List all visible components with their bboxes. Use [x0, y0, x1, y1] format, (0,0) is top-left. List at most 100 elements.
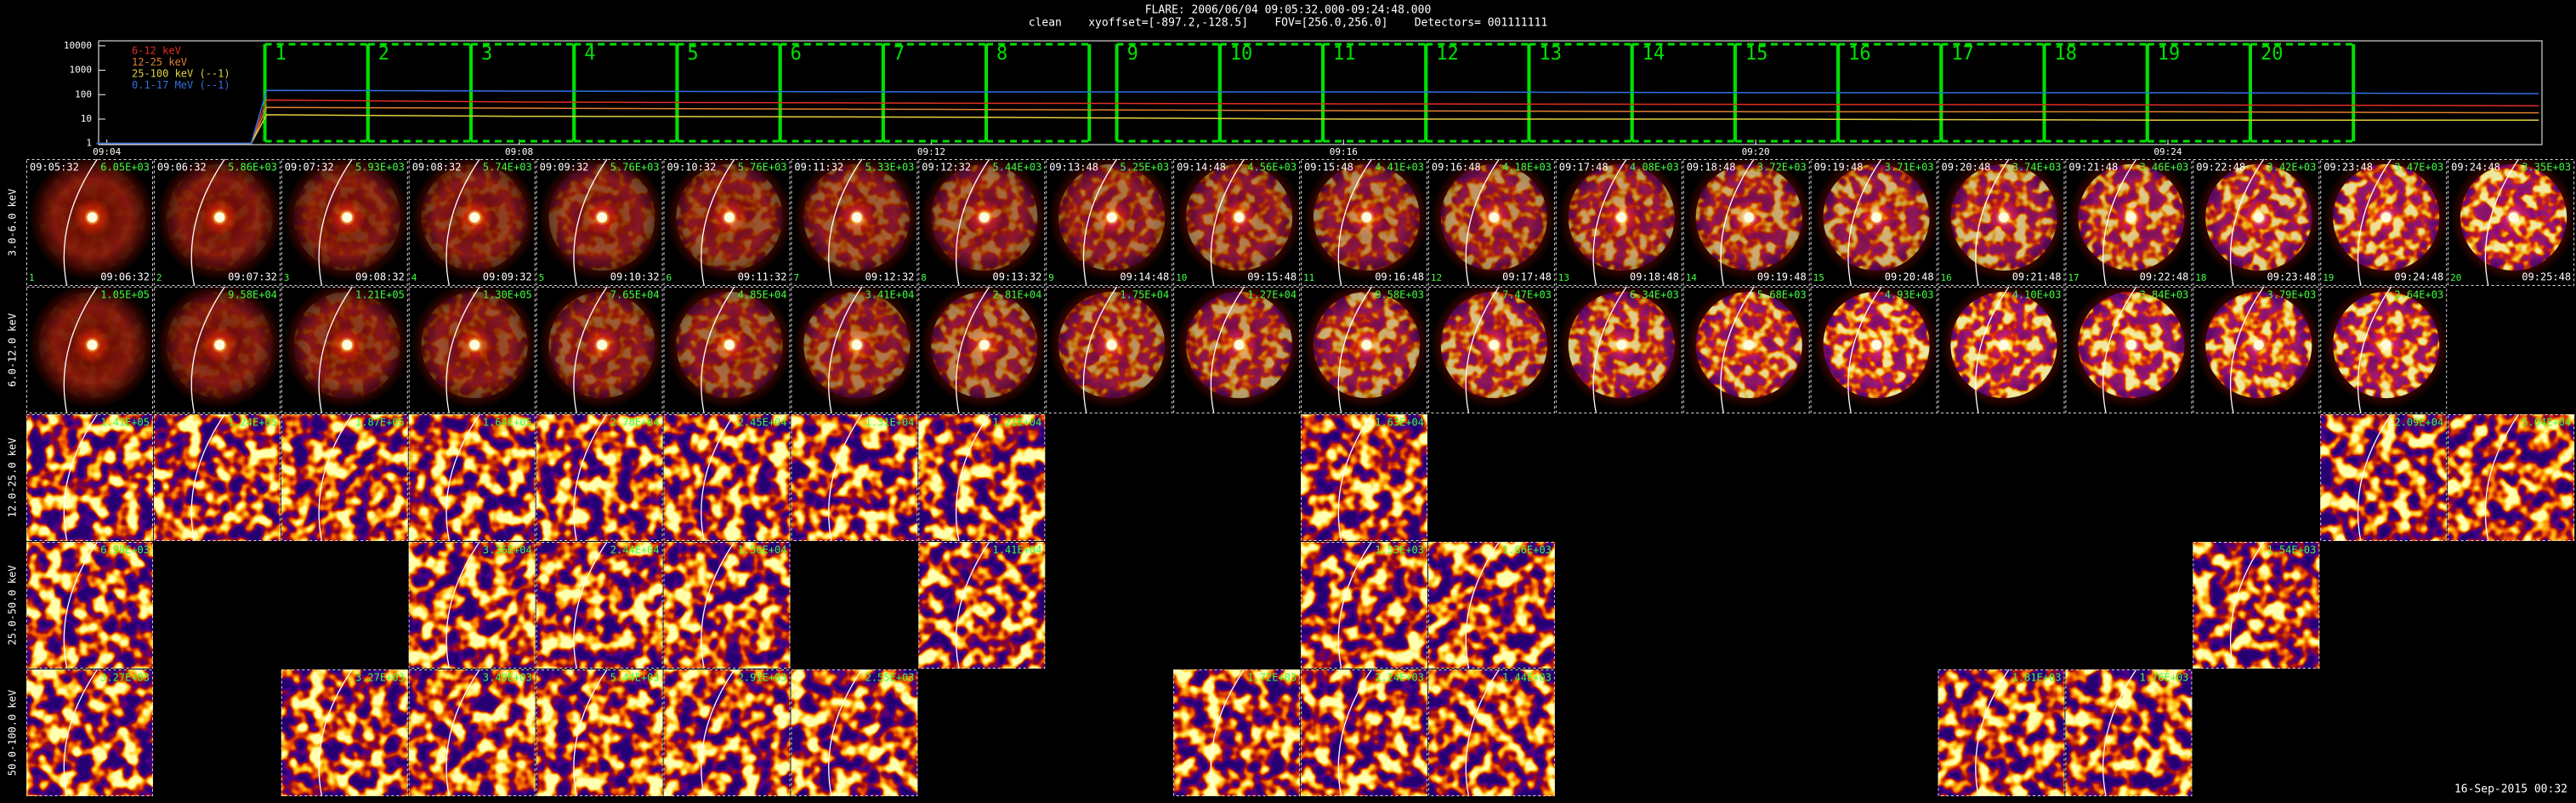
end-time: 09:06:32 [100, 271, 150, 283]
interval-index: 14 [1686, 272, 1698, 283]
interval-label: 4 [584, 43, 595, 65]
limb [573, 413, 608, 542]
limb [701, 158, 735, 287]
thumbnail-border [663, 669, 791, 796]
legend-entry: 12-25 keV [132, 56, 187, 68]
peak-value: 2.45E+04 [738, 417, 787, 429]
peak-value: 4.18E+03 [1502, 162, 1552, 174]
source-core [87, 339, 98, 350]
thumbnail-border [918, 159, 1046, 286]
source-image [536, 669, 663, 796]
peak-value: 4.56E+03 [1247, 162, 1297, 174]
limb [701, 541, 735, 669]
limb [1592, 158, 1627, 287]
start-time: 09:10:32 [667, 162, 717, 174]
thumbnail-border [1301, 159, 1427, 286]
interval-index: 11 [1303, 272, 1314, 283]
peak-value: 5.86E+03 [228, 162, 277, 174]
thumbnail-border [1427, 669, 1555, 796]
thumbnail-border [26, 159, 153, 286]
start-time: 09:13:48 [1049, 162, 1098, 174]
source-image [918, 542, 1046, 669]
thumbnail: 3.27E+03 [281, 669, 408, 797]
thumbnail: 5.44E+03 09:12:32 09:13:32 8 [918, 158, 1046, 287]
thumbnail: 1.53E+03 [1301, 541, 1427, 669]
thumbnail-border [2193, 287, 2320, 413]
source-image [2448, 414, 2575, 541]
thumbnail-border [536, 414, 663, 541]
source-core [723, 212, 735, 223]
thumbnail: 1.56E+04 [663, 541, 791, 669]
limb [2484, 158, 2520, 287]
limb [63, 286, 98, 414]
thumbnail: 2.24E+03 [1301, 669, 1427, 797]
limb [701, 413, 735, 542]
thumbnail-border [1938, 159, 2065, 286]
thumbnail: 3.35E+03 09:24:48 09:25:48 20 [2448, 158, 2575, 287]
peak-value: 7.65E+04 [610, 289, 660, 301]
end-time: 09:11:32 [738, 271, 787, 283]
start-time: 09:21:48 [2068, 162, 2118, 174]
peak-value: 3.27E+03 [100, 672, 150, 684]
y-tick-label: 10 [81, 113, 92, 124]
limb [1210, 286, 1245, 414]
thumbnail: 2.64E+03 [2320, 286, 2448, 414]
peak-value: 5.76E+03 [738, 162, 787, 174]
source-core [851, 212, 862, 223]
thumbnail-border [663, 542, 791, 669]
limb [445, 541, 480, 669]
peak-value: 1.54E+03 [2267, 544, 2317, 556]
y-tick-label: 1000 [70, 65, 93, 76]
thumbnail: 1.66E+03 [1427, 541, 1555, 669]
end-time: 09:22:48 [2140, 271, 2189, 283]
thumbnail: 3.47E+03 09:23:48 09:24:48 19 [2320, 158, 2448, 287]
limb [2102, 286, 2137, 414]
source-core [469, 212, 480, 223]
thumbnail-border [1301, 287, 1427, 413]
limb [63, 669, 98, 797]
lightcurve [96, 89, 2539, 145]
peak-value: 7.47E+03 [1502, 289, 1552, 301]
thumbnail: 3.72E+03 09:18:48 09:19:48 14 [1682, 158, 1810, 287]
source-core [1489, 212, 1500, 223]
peak-value: 5.76E+03 [610, 162, 660, 174]
peak-value: 1.21E+05 [355, 289, 405, 301]
thumbnail-border [1938, 669, 2065, 796]
x-tick-label: 09:24 [2153, 146, 2182, 157]
thumbnail-border [1555, 159, 1682, 286]
thumbnail-border [918, 542, 1046, 669]
source-core [1616, 339, 1627, 350]
thumbnail-border [1301, 669, 1427, 796]
thumbnail: 4.41E+03 09:15:48 09:16:48 11 [1301, 158, 1427, 287]
interval-label: 19 [2158, 43, 2181, 65]
thumbnail: 1.27E+04 [1173, 286, 1301, 414]
peak-value: 5.68E+03 [1757, 289, 1807, 301]
peak-value: 5.44E+03 [610, 672, 660, 684]
limb [190, 413, 225, 542]
thumbnail-border [2193, 159, 2320, 286]
start-time: 09:22:48 [2196, 162, 2245, 174]
limb [1337, 541, 1372, 669]
thumbnail: 5.04E+04 [2448, 413, 2575, 542]
thumbnail: 4.85E+04 [663, 286, 791, 414]
interval-label: 10 [1230, 43, 1253, 65]
thumbnail-border [1046, 159, 1173, 286]
thumbnail: 1.41E+05 [26, 413, 153, 542]
x-tick-label: 09:04 [93, 146, 121, 157]
thumbnail: 1.72E+03 [1173, 669, 1301, 797]
limb [1337, 286, 1372, 414]
interval-label: 2 [378, 43, 389, 65]
thumbnail-border [153, 414, 281, 541]
interval-index: 2 [156, 272, 162, 283]
limb [573, 286, 608, 414]
thumbnail: 5.68E+03 [1682, 286, 1810, 414]
thumbnail-border [26, 542, 153, 669]
limb [1465, 286, 1500, 414]
interval-index: 12 [1431, 272, 1442, 283]
thumbnail-border [281, 287, 408, 413]
source-core [1361, 212, 1372, 223]
start-time: 09:17:48 [1559, 162, 1609, 174]
source-image [26, 414, 153, 541]
limb [1975, 669, 2010, 797]
